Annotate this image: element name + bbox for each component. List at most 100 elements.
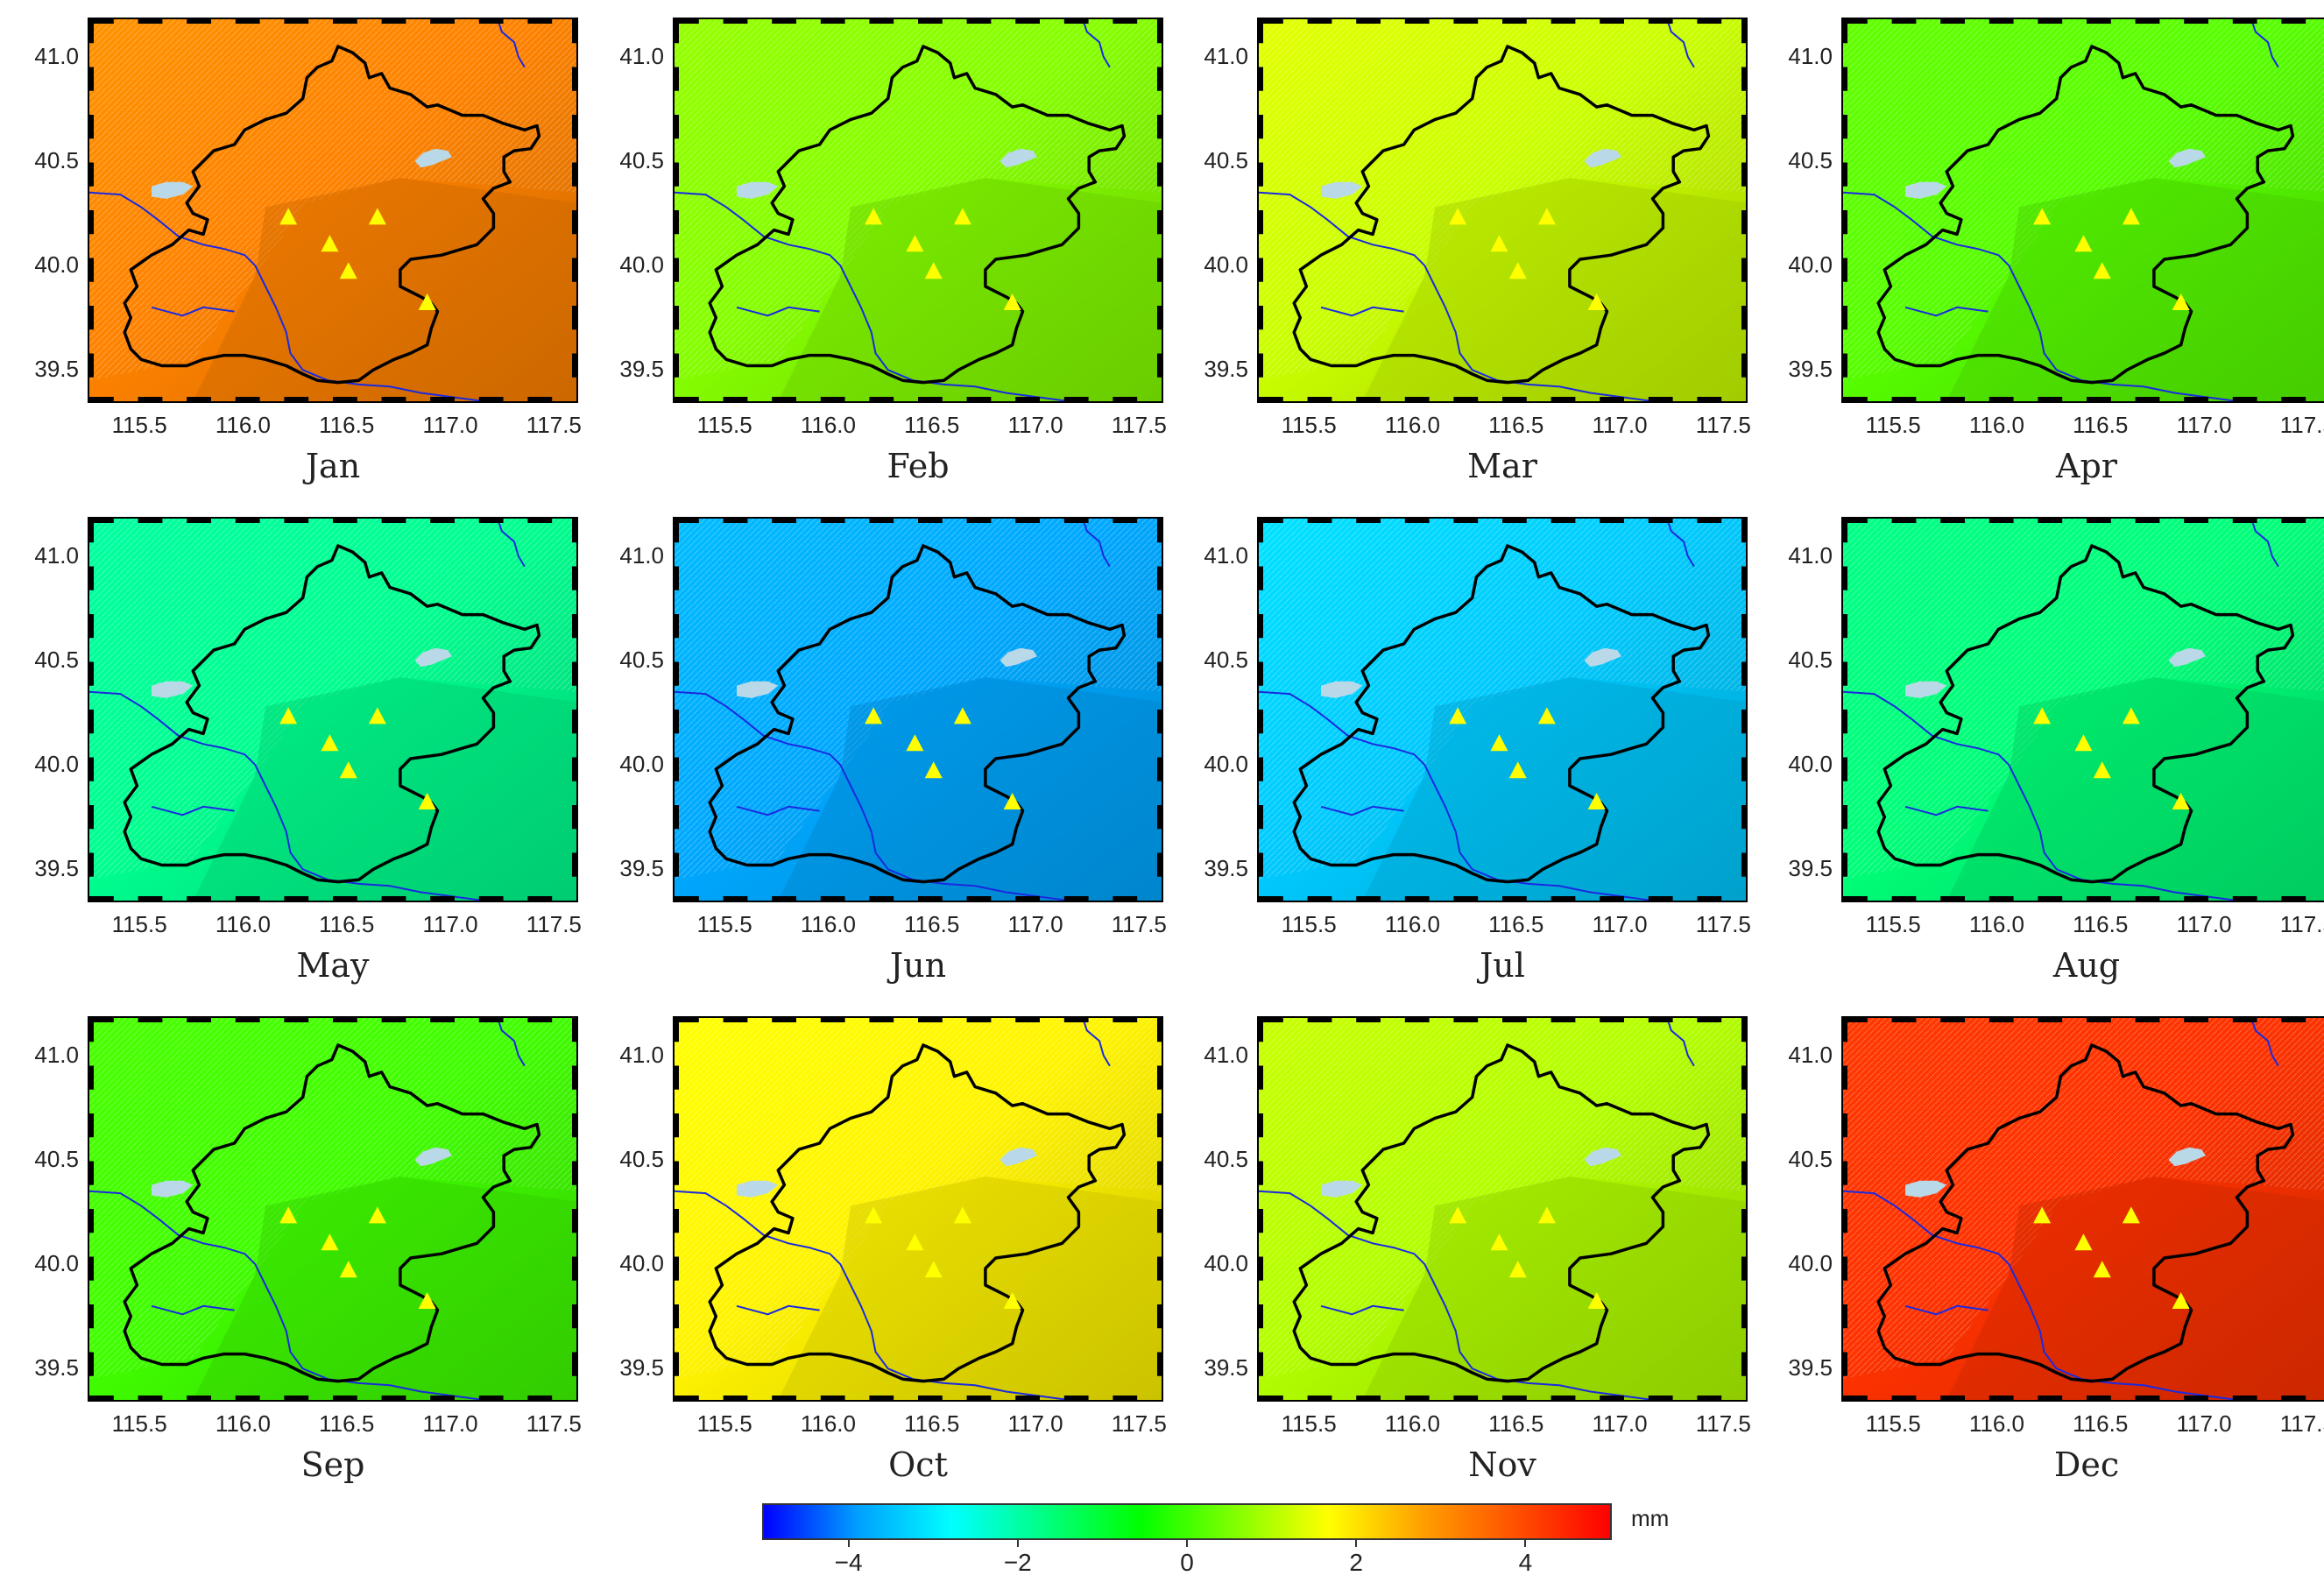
frame-tick [89, 1396, 114, 1400]
frame-tick [333, 19, 357, 24]
frame-tick [675, 710, 679, 734]
frame-tick [1741, 353, 1746, 378]
map-panel-sep: 41.0 40.5 40.0 39.5 115.5 116.0 116.5 117.0 117.… [34, 1016, 631, 1507]
month-label: Jan [305, 447, 361, 485]
map-panel-jun: 41.0 40.5 40.0 39.5 115.5 116.0 116.5 117.0 117.… [619, 517, 1216, 1007]
frame-tick [1259, 1018, 1283, 1022]
frame-tick [1648, 1396, 1673, 1400]
terrain-hillshade [89, 1018, 576, 1380]
frame-tick [675, 353, 679, 378]
station-marker [2074, 734, 2093, 752]
frame-tick [2087, 19, 2111, 24]
frame-tick [572, 19, 576, 44]
river-line [1904, 805, 1988, 816]
y-tick-label: 40.5 [34, 147, 79, 173]
frame-tick [1259, 852, 1263, 877]
river-line [151, 306, 235, 317]
frame-tick [1940, 1396, 1965, 1400]
frame-tick [89, 852, 94, 877]
x-tick-label: 115.5 [696, 412, 752, 438]
river-line [1666, 19, 1695, 68]
y-tick-label: 41.0 [34, 42, 79, 69]
river-line [1320, 306, 1404, 317]
y-tick-label: 40.5 [1788, 1146, 1833, 1172]
frame-tick [89, 1065, 94, 1090]
frame-tick [235, 19, 260, 24]
month-label: Dec [2053, 1445, 2120, 1484]
y-tick-label: 40.5 [619, 1146, 664, 1172]
frame-tick [675, 115, 679, 139]
frame-tick [1843, 1209, 1847, 1233]
map-canvas [1843, 519, 2324, 901]
station-marker [2033, 208, 2052, 225]
frame-tick [1988, 397, 2014, 401]
frame-tick [89, 210, 94, 235]
frame-tick [572, 1256, 576, 1281]
x-tick-label: 116.0 [1384, 911, 1440, 937]
x-tick-label: 116.5 [319, 911, 375, 937]
frame-tick [2232, 397, 2257, 401]
frame-tick [89, 519, 114, 523]
station-marker [321, 1233, 339, 1251]
frame-tick [527, 896, 553, 901]
river-line [2250, 519, 2279, 568]
river-line [151, 805, 235, 816]
month-label: Feb [887, 447, 950, 485]
frame-tick [2087, 397, 2111, 401]
frame-tick [572, 1161, 576, 1185]
frame-tick [1157, 1065, 1162, 1090]
frame-tick [1843, 1396, 1868, 1400]
x-tick-label: 115.5 [1281, 1410, 1337, 1437]
frame-tick [772, 19, 796, 24]
map-frame [673, 1016, 1163, 1402]
frame-tick [723, 1396, 748, 1400]
y-tick-label: 41.0 [1204, 541, 1248, 569]
frame-tick [1157, 852, 1162, 877]
frame-tick [2281, 1018, 2306, 1022]
station-marker [906, 235, 924, 252]
x-tick-label: 117.0 [1592, 1410, 1648, 1437]
frame-tick [1157, 115, 1162, 139]
colorbar-gradient [762, 1503, 1612, 1540]
guanting-reservoir [737, 1180, 779, 1198]
frame-tick [1697, 1396, 1722, 1400]
frame-tick [1157, 566, 1162, 590]
frame-tick [1063, 519, 1089, 523]
frame-tick [2135, 19, 2160, 24]
frame-tick [1307, 1396, 1332, 1400]
x-tick-label: 116.0 [800, 911, 856, 937]
frame-tick [1453, 397, 1479, 401]
frame-tick [675, 162, 679, 187]
frame-tick [1843, 1113, 1847, 1138]
x-tick-label: 116.0 [1968, 412, 2024, 438]
terrain-hillshade [89, 519, 576, 880]
x-tick-label: 117.0 [2176, 1410, 2232, 1437]
frame-tick [381, 896, 406, 901]
frame-tick [1307, 896, 1332, 901]
station-marker [2033, 1206, 2052, 1224]
frame-tick [2184, 19, 2208, 24]
frame-tick [1600, 519, 1624, 523]
frame-tick [1648, 1018, 1673, 1022]
station-marker [2074, 1233, 2093, 1251]
frame-tick [675, 1018, 679, 1042]
frame-tick [675, 1161, 679, 1185]
river-line [497, 1018, 526, 1067]
station-marker [418, 1292, 436, 1310]
frame-tick [2281, 1396, 2306, 1400]
x-tick-label: 116.5 [2073, 1410, 2129, 1437]
river-line [1320, 805, 1404, 816]
frame-tick [1843, 1018, 1868, 1022]
station-marker [953, 1206, 971, 1224]
x-tick-label: 116.0 [215, 1410, 271, 1437]
river-line [1843, 690, 2250, 901]
frame-tick [430, 1018, 455, 1022]
frame-tick [1259, 1161, 1263, 1185]
x-tick-label: 117.0 [422, 412, 478, 438]
x-tick-label: 115.5 [1865, 911, 1921, 937]
map-canvas [1259, 1018, 1746, 1400]
x-tick-label: 116.5 [904, 412, 960, 438]
frame-tick [869, 519, 894, 523]
frame-tick [918, 519, 943, 523]
frame-tick [1741, 258, 1746, 282]
